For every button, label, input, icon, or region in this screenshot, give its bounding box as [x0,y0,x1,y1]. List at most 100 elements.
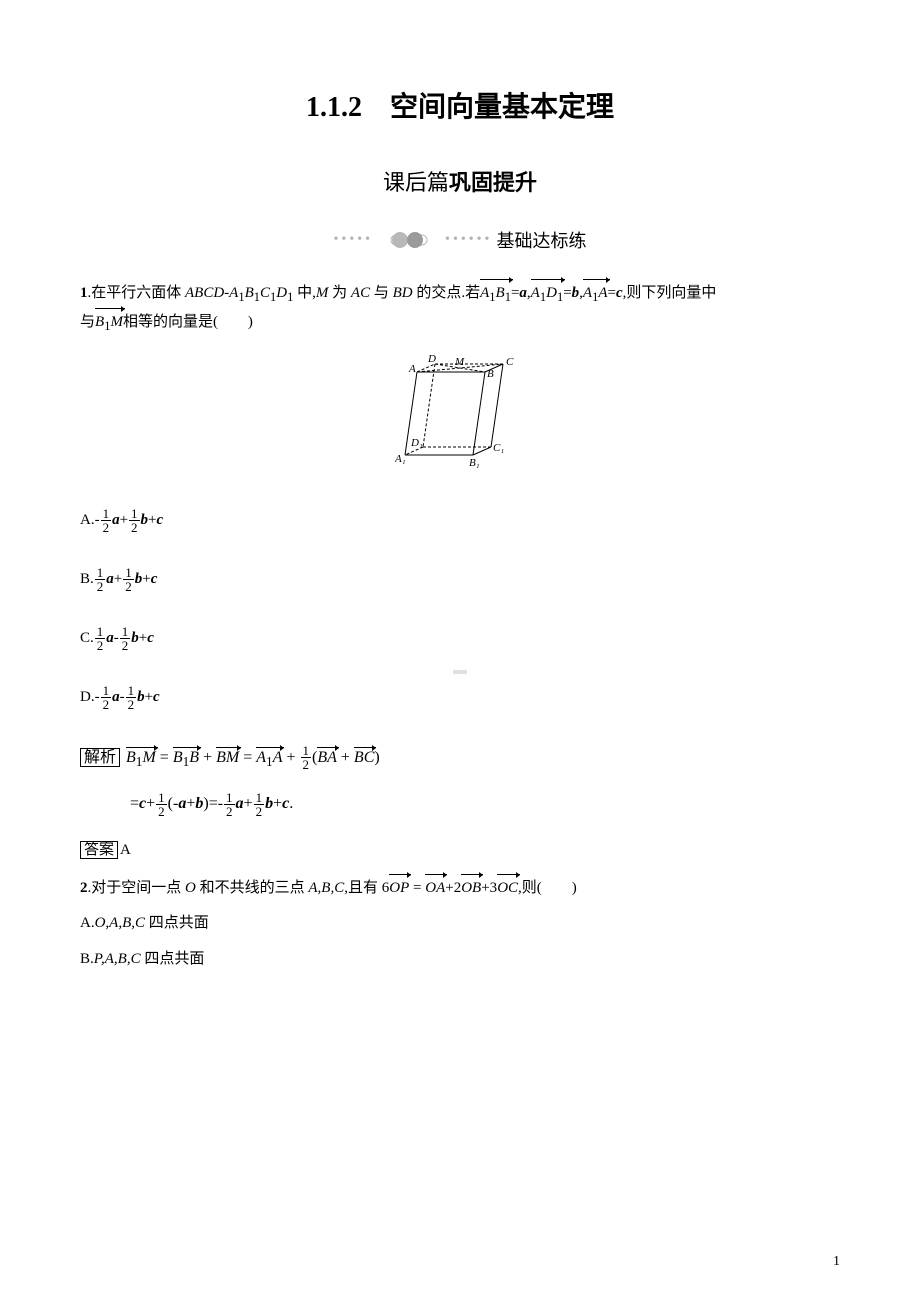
q2ob-p: B. [80,951,94,967]
at1b2: B [189,749,199,766]
q2-tc: ,且有 6 [344,880,389,896]
al2fn3: 1 [254,791,265,805]
analysis-label: 解析 [80,748,120,767]
question-1: 1.在平行六面体 ABCD-A1B1C1D1 中,M 为 AC 与 BD 的交点… [80,279,840,338]
al2fd3: 2 [254,805,265,818]
opB-m: + [114,570,122,586]
q1-bd: BD [393,285,413,301]
al2fn: 1 [156,791,167,805]
q1-num: 1 [80,285,88,301]
fn2: 1 [129,507,140,521]
an-lhs: B1M [126,747,156,770]
vec-oa: OA [425,874,445,902]
q2-p3: +3 [481,880,497,896]
opC-s: + [139,629,147,645]
bold-a: a [519,285,527,301]
subtitle: 课后篇巩固提升 [80,165,840,197]
svg-text:B: B [487,368,494,380]
q1-t1: .在平行六面体 [88,285,186,301]
al2-mid3: )=- [203,796,223,813]
fd6: 2 [120,639,131,652]
vocc: C [508,880,518,896]
infinity-icon [379,227,439,253]
subtitle-plain: 课后篇 [383,170,449,195]
an-p2: + [282,749,299,766]
opD-s: + [145,688,153,704]
fd4: 2 [123,580,134,593]
option-a: A.-12a+12b+c [80,507,840,534]
at3s: 1 [266,754,273,769]
at5c: C [364,749,375,766]
v1s2: 1 [505,290,511,304]
an-t3: A1A [256,747,282,770]
at2b: B [216,749,226,766]
vec-a1a: A1A [583,279,608,308]
opC-c: c [147,629,154,645]
opD-b: b [137,688,145,704]
al2-mid: (- [168,796,179,813]
fn: 1 [101,507,112,521]
opC-m: - [114,629,119,645]
page-number: 1 [833,1254,840,1270]
al2fd2: 2 [224,805,235,818]
fn7: 1 [101,684,112,698]
v3a2: A [598,285,607,301]
vopo: O [389,880,400,896]
svg-text:C: C [506,356,514,368]
at4b: B [317,749,327,766]
alb: B [126,749,136,766]
q1-m: M [316,285,329,301]
v2d: D [546,285,557,301]
q2-abc: A,B,C [308,880,344,896]
opB-pre: B. [80,570,94,586]
section-label: 基础达标练 [496,227,586,253]
dots-left: ••••• [334,232,374,248]
svg-text:D₁: D₁ [410,437,423,449]
fn5: 1 [95,625,106,639]
fn6: 1 [120,625,131,639]
q2-num: 2 [80,880,88,896]
fn8: 1 [126,684,137,698]
svg-text:D: D [427,353,436,365]
at1b: B [173,749,183,766]
dots-right: •••••• [445,232,492,248]
an-p3: + [337,749,354,766]
at5b: B [354,749,364,766]
opA-b: b [141,511,149,527]
q1-b1: B [245,285,254,301]
fd7: 2 [101,698,112,711]
al2-a2: a [236,796,244,813]
q2oa-i: O,A,B,C [95,915,145,931]
q1-tb: 为 [328,285,351,301]
v3a: A [583,285,592,301]
at3a: A [256,749,266,766]
fd: 2 [101,521,112,534]
opC-pre: C. [80,629,94,645]
vopp: P [400,880,409,896]
an-t1: B1B [173,747,199,770]
alm: M [142,749,155,766]
svg-text:B₁: B₁ [469,457,480,469]
q2-ta: .对于空间一点 [88,880,186,896]
at2m: M [226,749,239,766]
answer: 答案A [80,838,840,864]
q1-d1: D [276,285,287,301]
an-t2: BM [216,747,239,767]
question-2: 2.对于空间一点 O 和不共线的三点 A,B,C,且有 6OP = OA+2OB… [80,874,840,902]
svg-text:C₁: C₁ [493,442,504,454]
q1-td: 的交点.若 [413,285,481,301]
opA-a: a [112,511,120,527]
opB-c: c [151,570,158,586]
svg-text:M: M [454,356,465,368]
eq3: = [608,285,616,301]
afn: 1 [301,744,312,758]
afd: 2 [301,758,312,771]
al2fd: 2 [156,805,167,818]
opA-m: + [120,511,128,527]
fd8: 2 [126,698,137,711]
at4a: A [327,749,337,766]
fn4: 1 [123,566,134,580]
svg-text:A₁: A₁ [395,453,406,465]
answer-value: A [120,842,131,858]
v1a: A [480,285,489,301]
